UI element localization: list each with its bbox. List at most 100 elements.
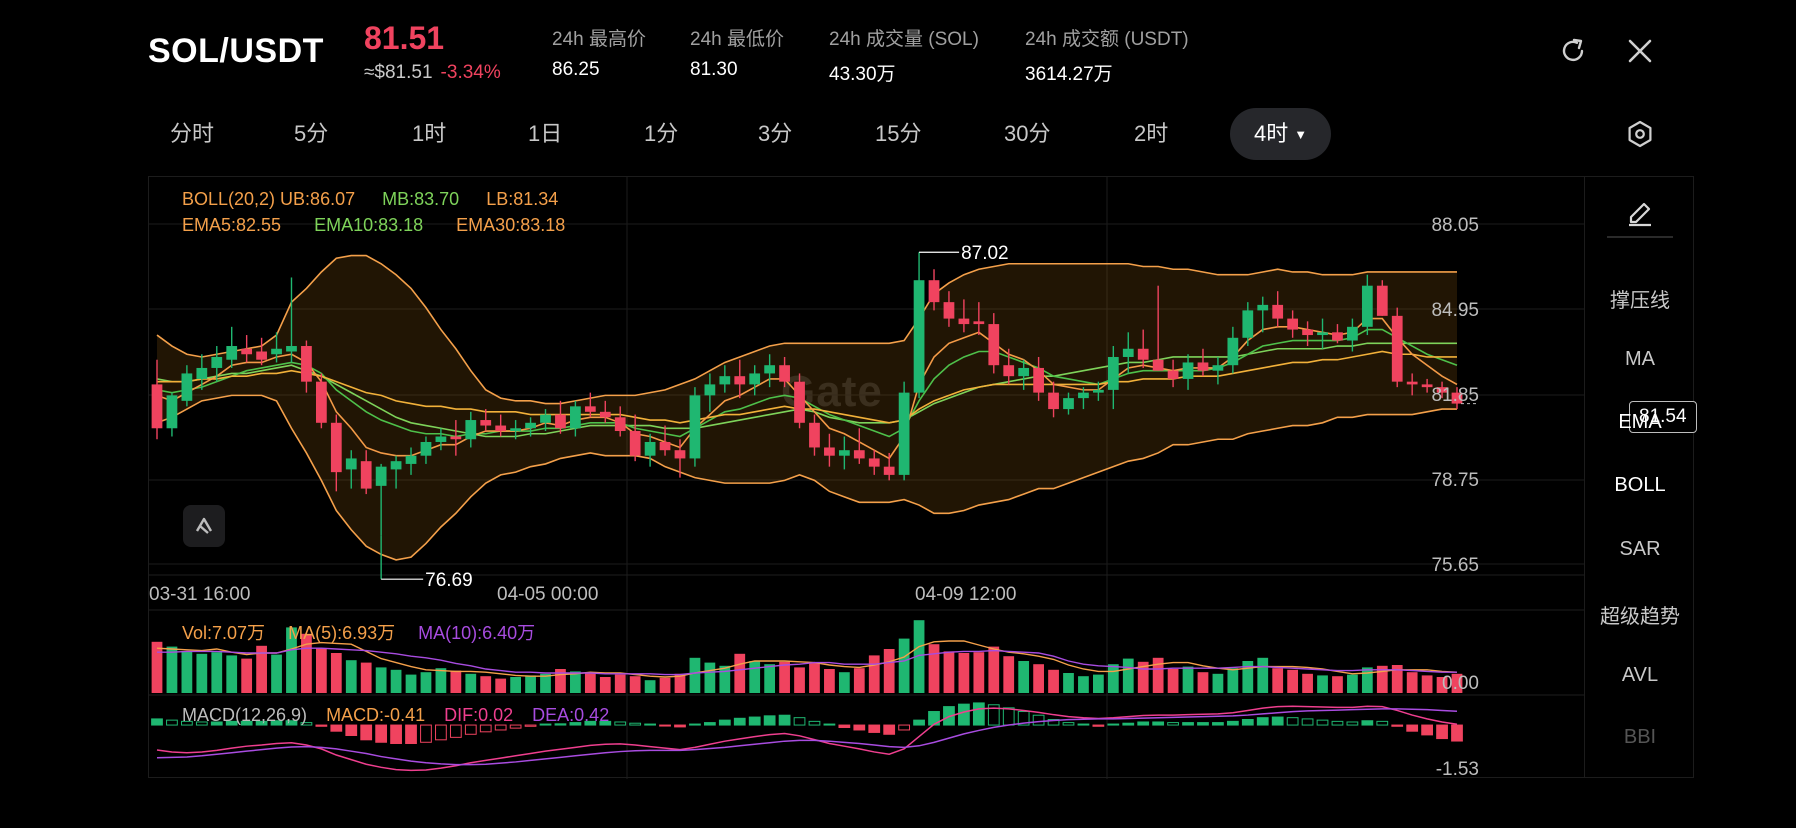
indicator-sar[interactable]: SAR bbox=[1619, 538, 1661, 560]
tab-time-share[interactable]: 分时 bbox=[170, 121, 215, 146]
stat-label: 24h 成交额 (USDT) bbox=[1025, 29, 1189, 50]
candle bbox=[1182, 354, 1194, 390]
price-tick-label: 88.05 bbox=[1431, 215, 1479, 236]
candle-body bbox=[1152, 359, 1164, 371]
candle-body bbox=[1376, 285, 1388, 316]
candle bbox=[1093, 381, 1104, 401]
macd-histogram-bar bbox=[330, 724, 343, 732]
volume-bar bbox=[1078, 676, 1089, 693]
candle-body bbox=[226, 346, 238, 360]
candle bbox=[181, 365, 193, 407]
macd-dif-line bbox=[156, 705, 1458, 772]
candle bbox=[420, 436, 432, 464]
volume-bar bbox=[1421, 675, 1433, 693]
tab-15m[interactable]: 15分 bbox=[875, 121, 922, 146]
tab-3m[interactable]: 3分 bbox=[758, 121, 793, 146]
macd-histogram-bar bbox=[494, 724, 507, 731]
candle bbox=[375, 463, 387, 536]
candle-body bbox=[450, 436, 462, 440]
candle bbox=[1302, 321, 1313, 347]
candle-body bbox=[943, 302, 955, 319]
candle bbox=[689, 387, 701, 467]
tab-4h[interactable]: 4时 ▼ bbox=[1230, 108, 1332, 160]
volume-bar bbox=[644, 680, 656, 693]
volume-bar bbox=[689, 657, 701, 693]
macd-histogram-bar bbox=[883, 724, 896, 735]
macd-histogram-bar bbox=[270, 720, 283, 726]
candle-body bbox=[824, 447, 835, 456]
tab-1d[interactable]: 1日 bbox=[528, 121, 563, 146]
indicator-bbi[interactable]: BBI bbox=[1623, 726, 1657, 748]
volume-bar bbox=[151, 641, 163, 693]
pair-title: SOL/USDT bbox=[148, 32, 324, 70]
indicator-ma[interactable]: MA bbox=[1625, 348, 1655, 370]
indicator-support-resistance[interactable]: 撑压线 bbox=[1610, 290, 1670, 312]
volume-bar bbox=[913, 620, 925, 693]
stat-label: 24h 最低价 bbox=[690, 29, 784, 50]
volume-bar bbox=[704, 662, 716, 693]
candle bbox=[764, 354, 776, 388]
stat-value: 43.30万 bbox=[829, 64, 896, 85]
candle-body bbox=[958, 318, 970, 325]
tab-30m[interactable]: 30分 bbox=[1004, 121, 1051, 146]
tab-1m[interactable]: 1分 bbox=[644, 121, 679, 146]
macd-histogram-bar bbox=[1122, 722, 1135, 726]
close-icon[interactable] bbox=[1623, 34, 1657, 68]
volume-bar bbox=[1182, 666, 1194, 693]
indicator-avl[interactable]: AVL bbox=[1621, 664, 1659, 686]
candle-body bbox=[360, 461, 372, 489]
indicator-boll[interactable]: BOLL bbox=[1614, 474, 1666, 496]
candle-body bbox=[809, 422, 820, 448]
volume-bar bbox=[540, 673, 551, 693]
candle bbox=[1347, 318, 1358, 352]
chart-settings-icon[interactable] bbox=[1622, 116, 1658, 152]
macd-histogram-bar bbox=[584, 720, 597, 726]
candle-body bbox=[1137, 348, 1149, 360]
volume-bar bbox=[599, 677, 611, 693]
macd-legend: MACD(12,26,9) MACD:-0.41 DIF:0.02 DEA:0.… bbox=[182, 705, 609, 726]
candle bbox=[1376, 280, 1388, 316]
kline-chart[interactable]: Gate 87.0276.6988.0584.9581.8578.7575.65… bbox=[148, 176, 1697, 779]
macd-histogram-bar bbox=[390, 724, 402, 744]
candle bbox=[1332, 324, 1343, 344]
volume-bar bbox=[1018, 661, 1030, 693]
chart-canvas[interactable]: 87.02 76.69 88.05 84.95 81.85 78.75 75.65 03-31… bbox=[149, 177, 1585, 779]
candle-body bbox=[510, 428, 521, 432]
volume-bar bbox=[1302, 673, 1313, 693]
candle-body bbox=[390, 461, 402, 470]
exchange-logo-icon[interactable] bbox=[183, 505, 225, 547]
candle bbox=[256, 337, 267, 366]
candle bbox=[151, 359, 163, 440]
pencil-icon[interactable] bbox=[1607, 190, 1673, 238]
interval-tabs: 分时 5分 1时 1日 1分 3分 15分 30分 2时 4时 ▼ bbox=[140, 108, 1660, 162]
stat-24h-turnover: 24h 成交额 (USDT) 3614.27万 bbox=[1025, 24, 1189, 86]
macd-histogram-bar bbox=[898, 724, 911, 731]
candle bbox=[1287, 310, 1299, 338]
boll-upper-line bbox=[156, 254, 1457, 405]
ema30-line bbox=[157, 350, 1457, 424]
tab-2h[interactable]: 2时 bbox=[1134, 121, 1169, 146]
candle bbox=[1048, 381, 1059, 418]
tab-5m[interactable]: 5分 bbox=[294, 121, 329, 146]
indicator-supertrend[interactable]: 超级趋势 bbox=[1600, 606, 1680, 628]
candle-body bbox=[928, 280, 940, 303]
candle-body bbox=[405, 455, 417, 464]
macd-histogram-bar bbox=[868, 724, 881, 733]
candle bbox=[1257, 296, 1269, 333]
macd-histogram-bar bbox=[420, 724, 432, 743]
macd-histogram-bar bbox=[1301, 718, 1314, 726]
macd-histogram-bar bbox=[405, 724, 417, 744]
candle bbox=[1018, 359, 1030, 390]
candle bbox=[1197, 348, 1209, 377]
candle bbox=[913, 252, 925, 399]
volume-bar bbox=[1376, 665, 1388, 693]
indicator-ema[interactable]: EMA bbox=[1618, 411, 1662, 433]
refresh-icon[interactable] bbox=[1556, 34, 1590, 68]
volume-bar bbox=[659, 677, 671, 693]
candle bbox=[271, 332, 282, 363]
candle bbox=[674, 439, 686, 478]
volume-bar bbox=[868, 655, 880, 693]
candle bbox=[435, 428, 447, 451]
tab-1h[interactable]: 1时 bbox=[412, 121, 447, 146]
price-change: -3.34% bbox=[440, 62, 501, 83]
